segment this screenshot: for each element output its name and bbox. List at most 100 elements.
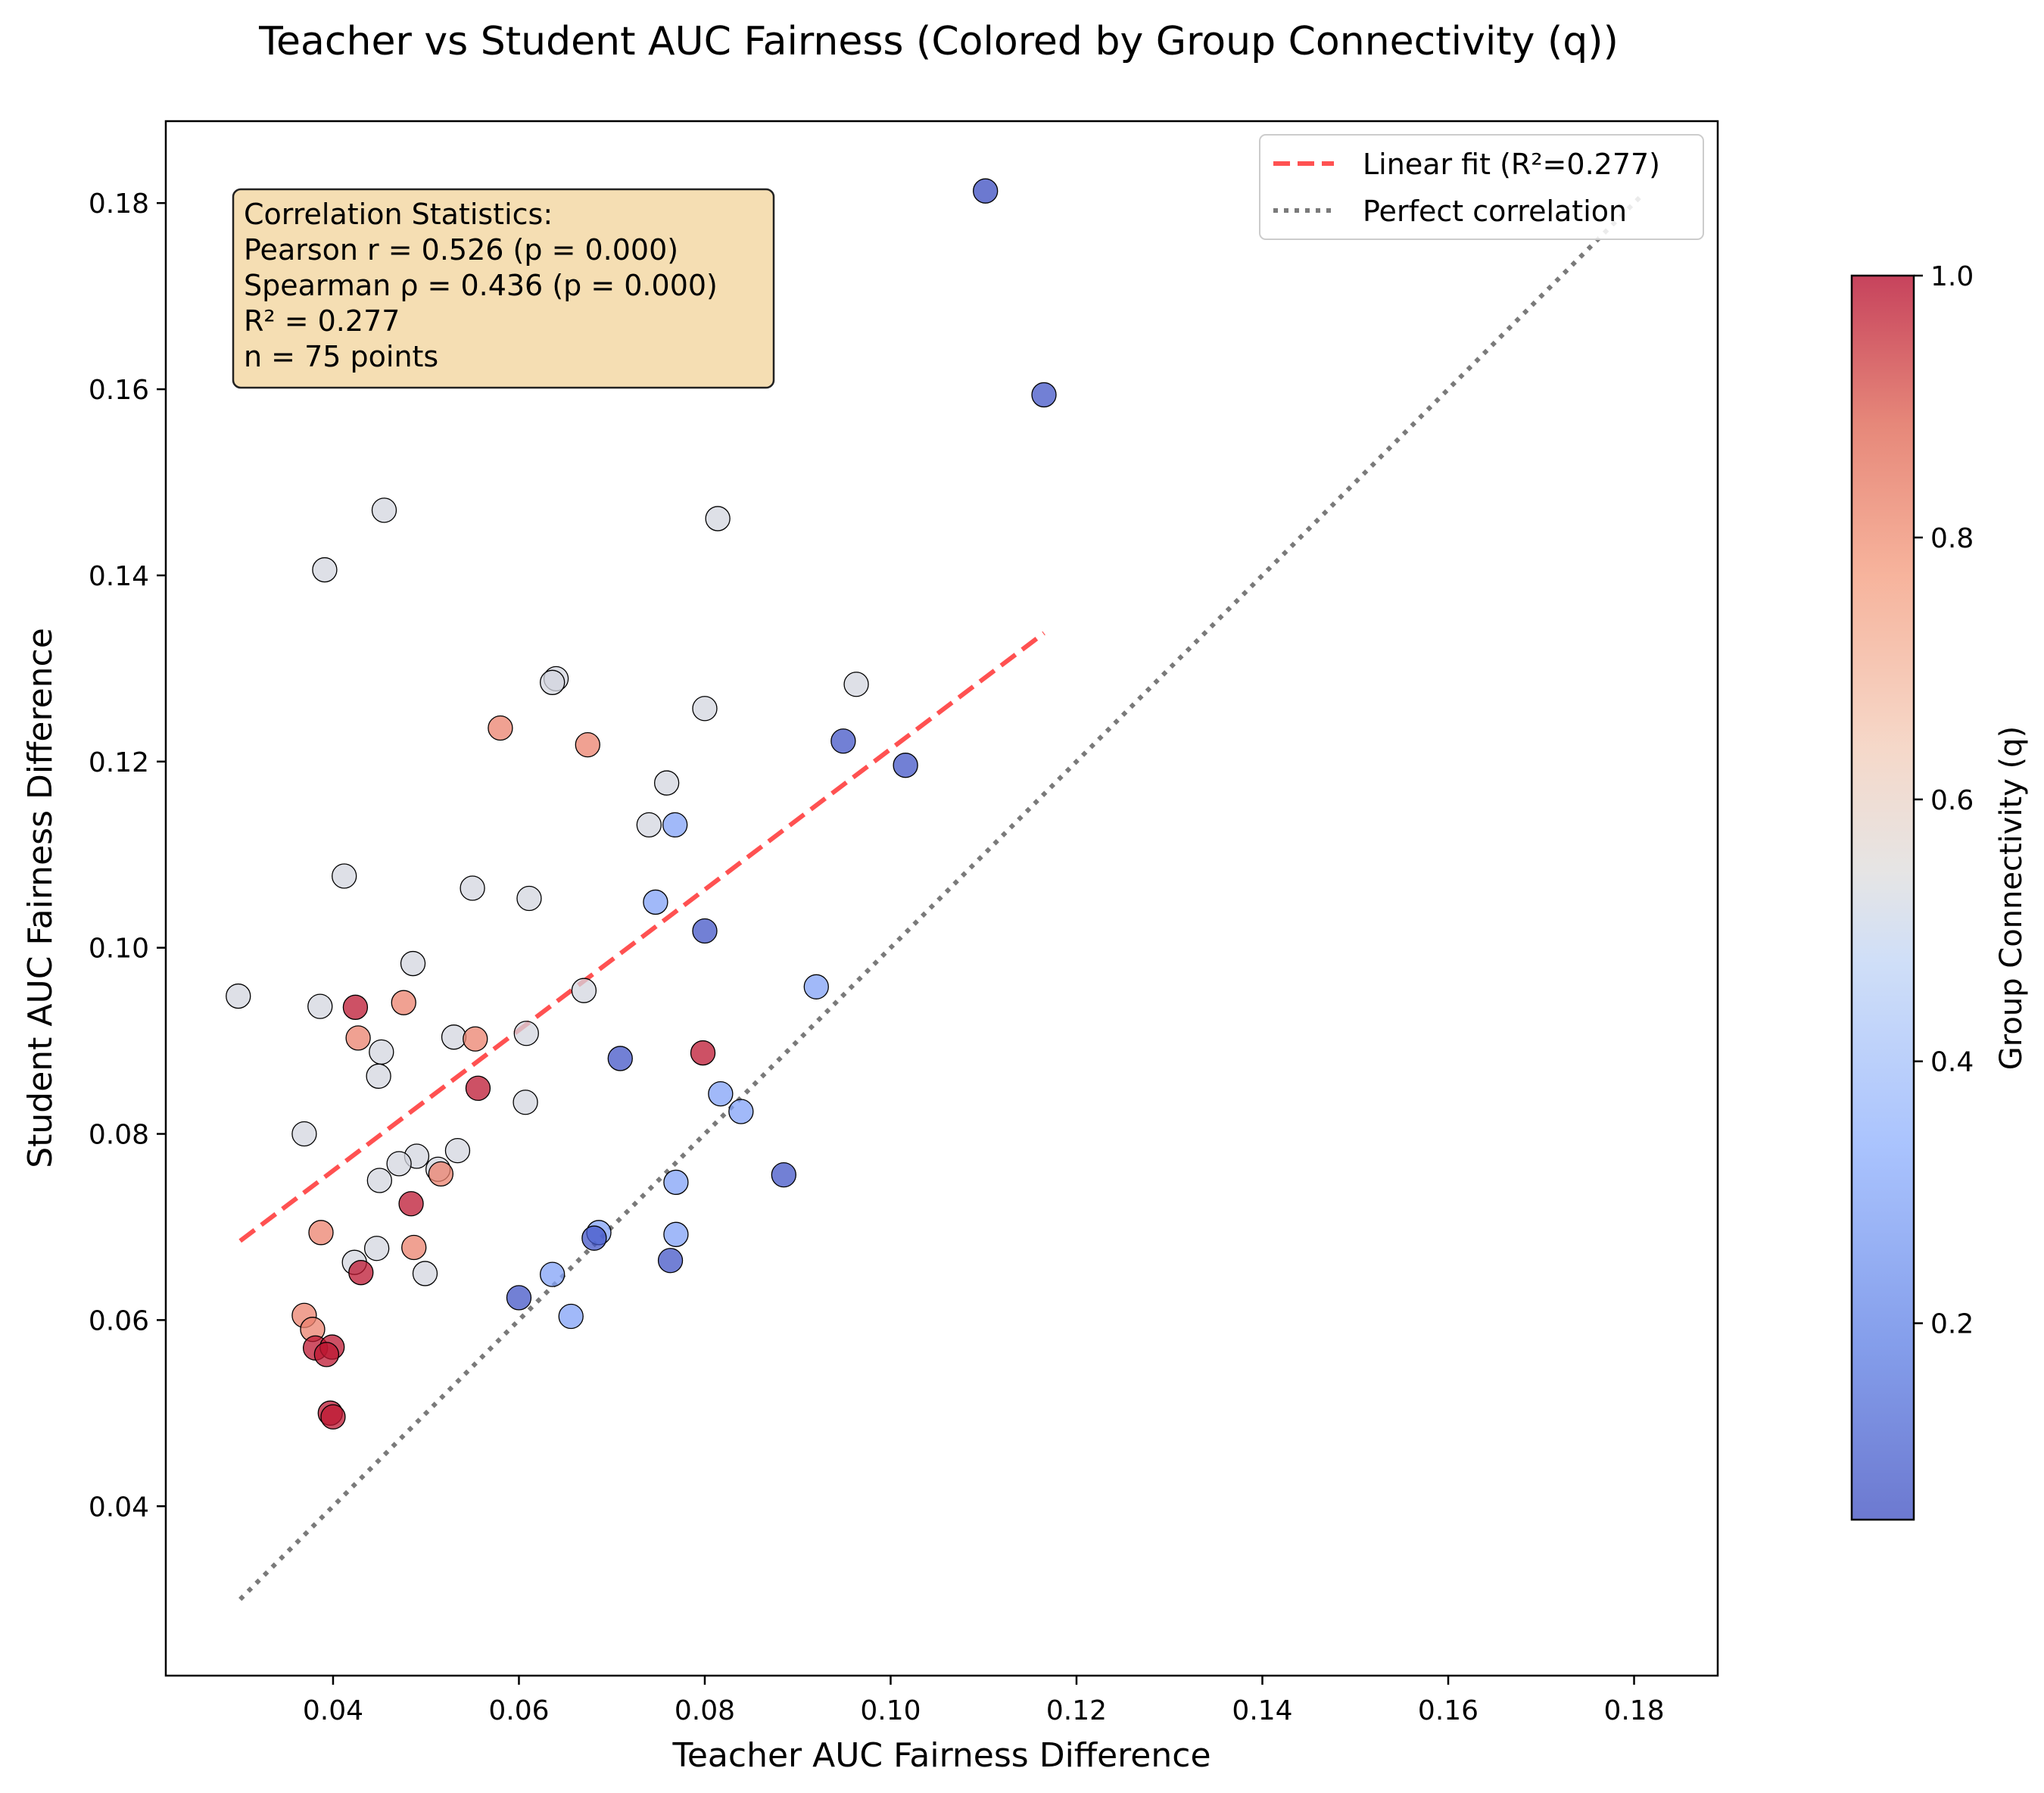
x-tick-label: 0.14 <box>1232 1695 1292 1726</box>
y-tick-label: 0.12 <box>89 747 149 778</box>
scatter-point <box>428 1161 454 1187</box>
scatter-point <box>607 1046 633 1071</box>
scatter-point <box>398 1191 424 1217</box>
legend: Linear fit (R²=0.277) Perfect correlatio… <box>1259 134 1704 240</box>
x-tick-label: 0.18 <box>1603 1695 1664 1726</box>
fit-line <box>238 631 1045 1243</box>
scatter-point <box>463 1026 488 1052</box>
x-tick-label: 0.04 <box>303 1695 363 1726</box>
scatter-point <box>366 1063 391 1089</box>
colorbar-ticks: 0.2 0.4 0.6 0.8 1.0 <box>1914 261 1974 1340</box>
scatter-point <box>803 974 829 999</box>
scatter-point <box>690 1040 716 1066</box>
scatter-point <box>465 1075 491 1101</box>
stats-line-1: Pearson r = 0.526 (p = 0.000) <box>244 233 678 267</box>
scatter-point <box>371 497 397 523</box>
scatter-point <box>692 918 718 944</box>
colorbar-label: Group Connectivity (q) <box>1994 726 2029 1070</box>
scatter-point <box>444 1138 471 1164</box>
scatter-point <box>342 994 369 1020</box>
chart-title: Teacher vs Student AUC Fairness (Colored… <box>258 19 1619 64</box>
scatter-point <box>291 1121 317 1147</box>
stats-box-background <box>232 188 775 389</box>
scatter-point <box>312 557 338 583</box>
scatter-point <box>516 885 542 912</box>
scatter-point <box>226 983 251 1009</box>
scatter-point <box>386 1151 412 1177</box>
y-axis-label: Student AUC Fairness Difference <box>21 628 60 1168</box>
scatter-point <box>662 812 688 838</box>
scatter-point <box>369 1039 394 1065</box>
scatter-point <box>581 1225 607 1251</box>
scatter-point <box>636 812 662 838</box>
x-tick-label: 0.08 <box>675 1695 735 1726</box>
y-axis: 0.04 0.06 0.08 0.10 0.12 0.14 0.16 0.18 <box>89 189 166 1523</box>
colorbar-tick-label: 1.0 <box>1930 261 1974 292</box>
stats-line-4: n = 75 points <box>244 340 438 373</box>
points-layer <box>226 178 1057 1430</box>
scatter-point <box>332 863 357 889</box>
scatter-point <box>391 990 416 1015</box>
y-tick-label: 0.04 <box>89 1492 149 1523</box>
y-tick-label: 0.06 <box>89 1305 149 1336</box>
scatter-point <box>728 1099 754 1124</box>
scatter-point <box>571 978 597 1003</box>
stats-box: Correlation Statistics: Pearson r = 0.52… <box>232 188 775 389</box>
scatter-point <box>348 1260 374 1286</box>
scatter-point <box>412 1261 438 1286</box>
scatter-point <box>345 1025 371 1051</box>
scatter-point <box>513 1090 538 1115</box>
scatter-point <box>843 672 869 697</box>
scatter-point <box>364 1236 390 1261</box>
scatter-point <box>830 728 856 754</box>
scatter-point <box>513 1021 539 1046</box>
colorbar-tick-label: 0.6 <box>1930 785 1974 816</box>
y-tick-label: 0.18 <box>89 189 149 220</box>
scatter-point <box>400 950 426 977</box>
colorbar-tick-label: 0.4 <box>1930 1047 1974 1078</box>
lines-layer <box>238 192 1645 1601</box>
identity-line <box>238 192 1645 1601</box>
scatter-point <box>540 1261 566 1287</box>
scatter-point <box>705 506 731 532</box>
x-axis: 0.04 0.06 0.08 0.10 0.12 0.14 0.16 0.18 <box>303 1676 1665 1726</box>
scatter-point <box>366 1168 392 1193</box>
stats-line-0: Correlation Statistics: <box>244 198 553 231</box>
scatter-point <box>488 715 513 741</box>
x-tick-label: 0.10 <box>860 1695 921 1726</box>
scatter-point <box>558 1303 584 1330</box>
stats-line-2: Spearman ρ = 0.436 (p = 0.000) <box>244 269 718 302</box>
scatter-point <box>771 1162 796 1188</box>
scatter-point <box>692 696 718 722</box>
y-tick-label: 0.16 <box>89 375 149 406</box>
x-tick-label: 0.12 <box>1046 1695 1107 1726</box>
scatter-point <box>308 1220 334 1246</box>
scatter-point <box>663 1169 689 1196</box>
scatter-point <box>708 1081 734 1107</box>
colorbar-gradient <box>1850 274 1915 1521</box>
y-tick-label: 0.14 <box>89 561 149 592</box>
legend-box <box>1259 134 1704 240</box>
x-tick-label: 0.16 <box>1418 1695 1478 1726</box>
legend-label-identity: Perfect correlation <box>1363 195 1627 228</box>
y-tick-label: 0.08 <box>89 1120 149 1151</box>
scatter-point <box>657 1248 684 1274</box>
stats-line-3: R² = 0.277 <box>244 304 400 338</box>
scatter-point <box>307 993 333 1019</box>
scatter-point <box>401 1234 427 1261</box>
colorbar: 0.2 0.4 0.6 0.8 1.0 Group Connectivity (q) <box>1850 261 2029 1521</box>
scatter-point <box>506 1285 532 1311</box>
plot-frame <box>164 120 1719 1677</box>
scatter-point <box>973 178 999 204</box>
y-tick-label: 0.10 <box>89 934 149 965</box>
colorbar-tick-label: 0.2 <box>1930 1309 1974 1340</box>
scatter-point <box>643 889 668 915</box>
scatter-point <box>653 770 680 796</box>
scatter-point <box>460 875 485 901</box>
colorbar-tick-label: 0.8 <box>1930 523 1974 554</box>
scatter-point <box>893 753 918 778</box>
scatter-point <box>575 732 600 758</box>
scatter-point <box>1031 382 1057 408</box>
